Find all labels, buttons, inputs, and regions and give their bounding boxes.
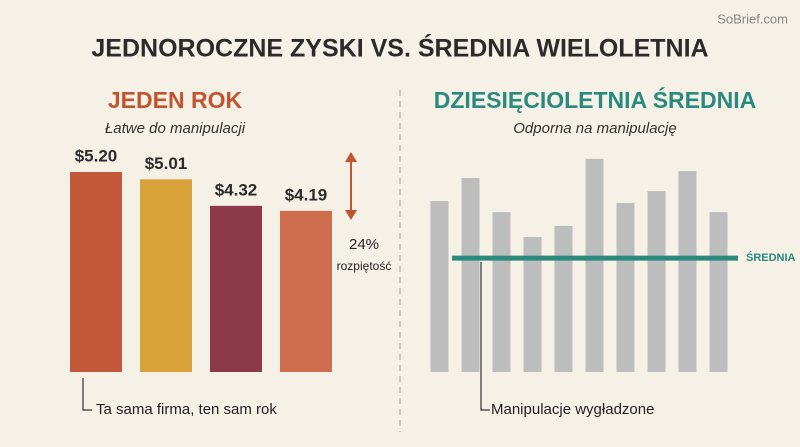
footnote-bracket [480, 262, 490, 411]
bar [492, 212, 511, 372]
value-label: $4.19 [285, 185, 328, 204]
bar [585, 158, 604, 372]
spread-caption: rozpiętość [337, 259, 392, 273]
bar [280, 210, 332, 372]
chart-title: JEDEN ROK [108, 87, 243, 113]
bar [616, 202, 635, 372]
footnote: Ta sama firma, ten sam rok [96, 401, 277, 418]
reference-label: ŚREDNIA [746, 251, 796, 264]
bar [430, 201, 449, 372]
value-label: $5.20 [75, 146, 118, 165]
spread-label: 24% [349, 236, 379, 253]
bar [554, 225, 573, 372]
value-label: $4.32 [215, 180, 258, 199]
bar [70, 172, 122, 372]
footnote: Manipulacje wygładzone [491, 401, 654, 418]
spread-arrow [345, 152, 357, 220]
bar [140, 179, 192, 372]
chart-subtitle: Odporna na manipulację [513, 120, 676, 137]
value-label: $5.01 [145, 154, 188, 173]
footnote-bracket [82, 378, 92, 411]
bar [709, 212, 728, 372]
main-title: JEDNOROCZNE ZYSKI VS. ŚREDNIA WIELOLETNI… [91, 33, 708, 63]
watermark: SoBrief.com [717, 11, 788, 26]
bar [461, 178, 480, 372]
bar [210, 205, 262, 372]
chart-subtitle: Łatwe do manipulacji [105, 120, 246, 137]
bar [678, 171, 697, 372]
bar [647, 191, 666, 372]
chart-title: DZIESIĘCIOLETNIA ŚREDNIA [434, 86, 756, 113]
bar [523, 237, 542, 372]
